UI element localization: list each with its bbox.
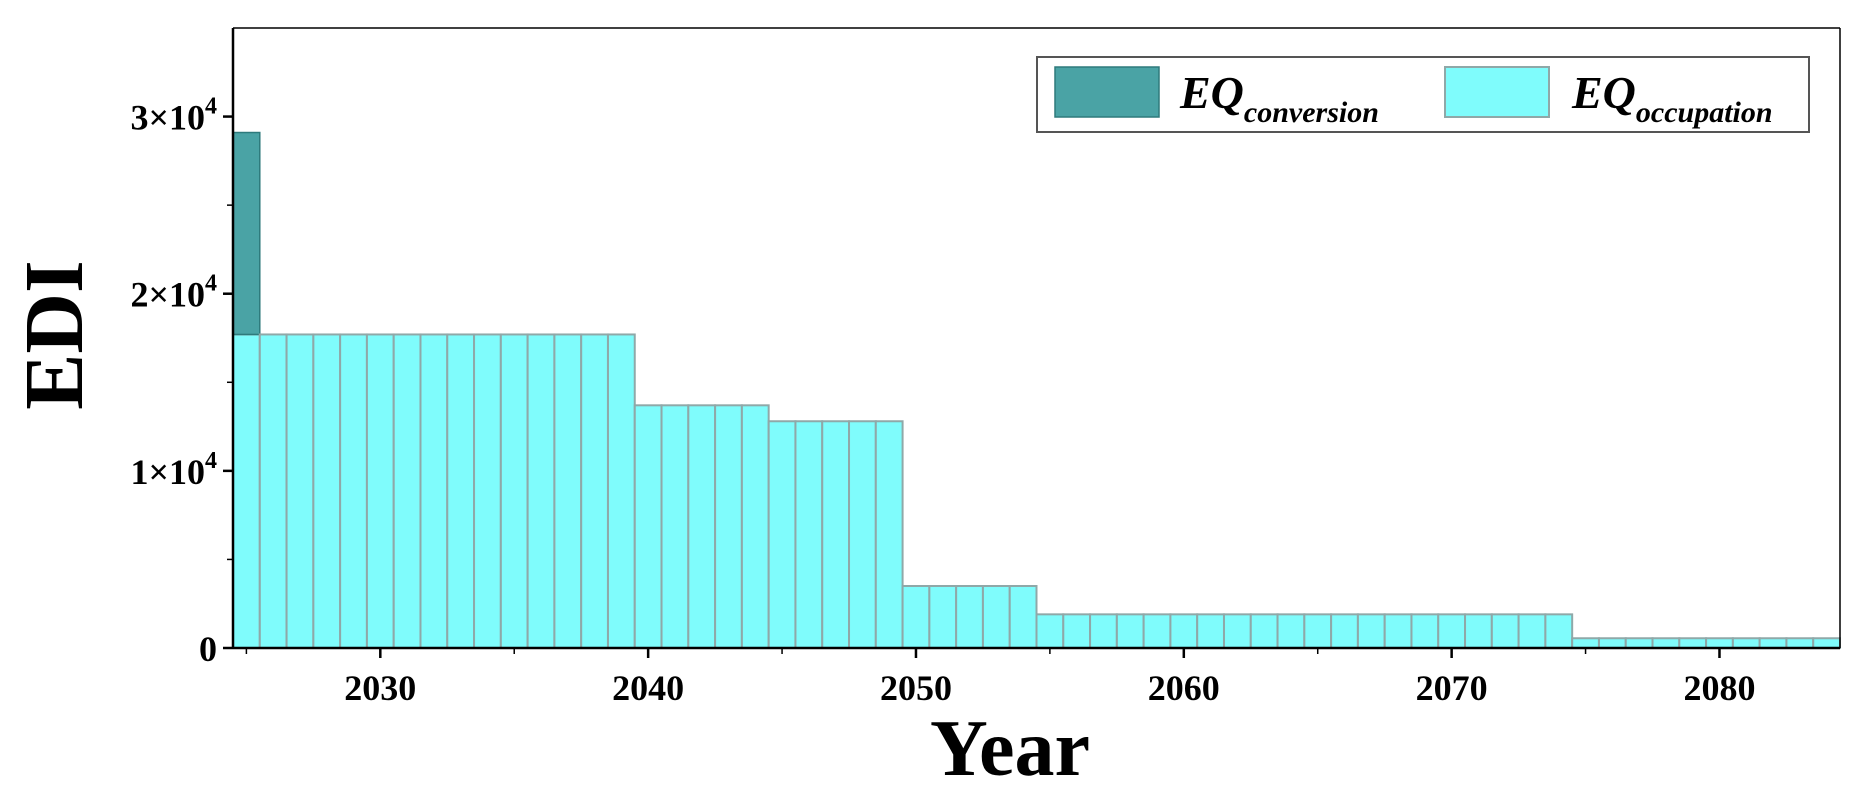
bar-occupation-2074 (1544, 613, 1574, 649)
bar-occupation-2057 (1089, 613, 1118, 649)
bar-occupation-2031 (392, 333, 422, 649)
bar-occupation-2046 (794, 420, 824, 649)
x-tick-label-2080: 2080 (1683, 668, 1755, 708)
bar-occupation-2061 (1196, 613, 1225, 649)
legend-label-conversion-main: EQ (1179, 67, 1244, 118)
bar-occupation-2062 (1222, 613, 1252, 649)
bar-occupation-2054 (1008, 585, 1038, 649)
bar-occupation-2027 (285, 333, 315, 649)
bar-occupation-2045 (767, 420, 797, 649)
bar-occupation-2044 (740, 404, 770, 650)
x-tick-label-2030: 2030 (344, 668, 416, 708)
bar-occupation-2071 (1464, 613, 1493, 649)
bars-group (232, 131, 1842, 650)
bar-conversion-2025 (232, 131, 261, 336)
bar-occupation-2033 (446, 333, 476, 649)
legend-frame (1036, 56, 1810, 133)
bar-occupation-2063 (1249, 613, 1279, 649)
bar-occupation-2056 (1062, 613, 1092, 649)
y-axis-title: EDI (8, 260, 101, 409)
bar-occupation-2053 (981, 585, 1011, 649)
bar-occupation-2034 (473, 333, 502, 649)
bar-occupation-2077 (1624, 637, 1654, 649)
bar-occupation-2038 (580, 333, 609, 649)
bar-occupation-2083 (1785, 637, 1815, 649)
bar-occupation-2065 (1303, 613, 1333, 649)
axes-group (231, 27, 1841, 650)
bar-occupation-2070 (1437, 613, 1467, 649)
legend: EQconversion EQoccupation (1036, 56, 1810, 133)
x-tick-label-2060: 2060 (1148, 668, 1220, 708)
bar-occupation-2048 (848, 420, 877, 649)
bar-occupation-2064 (1276, 613, 1306, 649)
x-tick-label-2070: 2070 (1416, 668, 1488, 708)
bar-occupation-2043 (714, 404, 743, 650)
legend-swatch-conversion (1054, 66, 1160, 118)
bar-occupation-2069 (1410, 613, 1440, 649)
bar-occupation-2040 (633, 404, 663, 650)
bar-occupation-2051 (928, 585, 958, 649)
bar-occupation-2047 (821, 420, 851, 649)
bar-occupation-2035 (499, 333, 529, 649)
bar-occupation-2079 (1678, 637, 1708, 649)
bar-occupation-2025 (232, 333, 261, 649)
bar-occupation-2036 (526, 333, 556, 649)
bar-occupation-2068 (1383, 613, 1413, 649)
bar-occupation-2060 (1169, 613, 1199, 649)
y-tick-label-10000: 1×104 (130, 448, 217, 492)
legend-label-occupation-sub: occupation (1636, 96, 1773, 129)
legend-swatch-occupation (1444, 66, 1550, 118)
legend-label-conversion: EQconversion (1179, 67, 1379, 129)
legend-label-conversion-sub: conversion (1244, 96, 1379, 129)
bar-occupation-2037 (553, 333, 583, 649)
bar-occupation-2072 (1490, 613, 1520, 649)
bar-occupation-2049 (874, 420, 904, 649)
bar-occupation-2029 (339, 333, 368, 649)
bar-occupation-2041 (660, 404, 690, 650)
bar-occupation-2084 (1812, 637, 1842, 649)
bar-occupation-2082 (1758, 637, 1788, 649)
bar-occupation-2081 (1731, 637, 1761, 649)
bar-occupation-2066 (1330, 613, 1359, 649)
bar-occupation-2042 (687, 404, 717, 650)
bar-occupation-2073 (1517, 613, 1547, 649)
y-tick-label-20000: 2×104 (130, 271, 217, 315)
y-tick-label-0: 0 (199, 629, 217, 669)
bar-occupation-2058 (1115, 613, 1145, 649)
bar-occupation-2075 (1571, 637, 1600, 649)
bar-occupation-2032 (419, 333, 449, 649)
legend-label-occupation-main: EQ (1571, 67, 1636, 118)
bar-occupation-2055 (1035, 613, 1065, 649)
bar-occupation-2078 (1651, 637, 1681, 649)
bar-occupation-2052 (955, 585, 984, 649)
bar-occupation-2059 (1142, 613, 1172, 649)
x-axis-title: Year (930, 705, 1090, 793)
bar-occupation-2080 (1705, 637, 1734, 649)
y-tick-label-30000: 3×104 (130, 94, 217, 138)
x-tick-label-2040: 2040 (612, 668, 684, 708)
bar-occupation-2030 (365, 333, 395, 649)
bar-occupation-2050 (901, 585, 931, 649)
legend-label-occupation: EQoccupation (1571, 67, 1773, 129)
bar-occupation-2067 (1356, 613, 1386, 649)
bar-occupation-2076 (1597, 637, 1627, 649)
bar-occupation-2026 (258, 333, 288, 649)
x-tick-label-2050: 2050 (880, 668, 952, 708)
ticks-group: 2030 2040 2050 2060 2070 2080 0 1×104 2×104 3×104 (130, 94, 1755, 708)
bar-occupation-2039 (606, 333, 636, 649)
bar-occupation-2028 (312, 333, 342, 649)
